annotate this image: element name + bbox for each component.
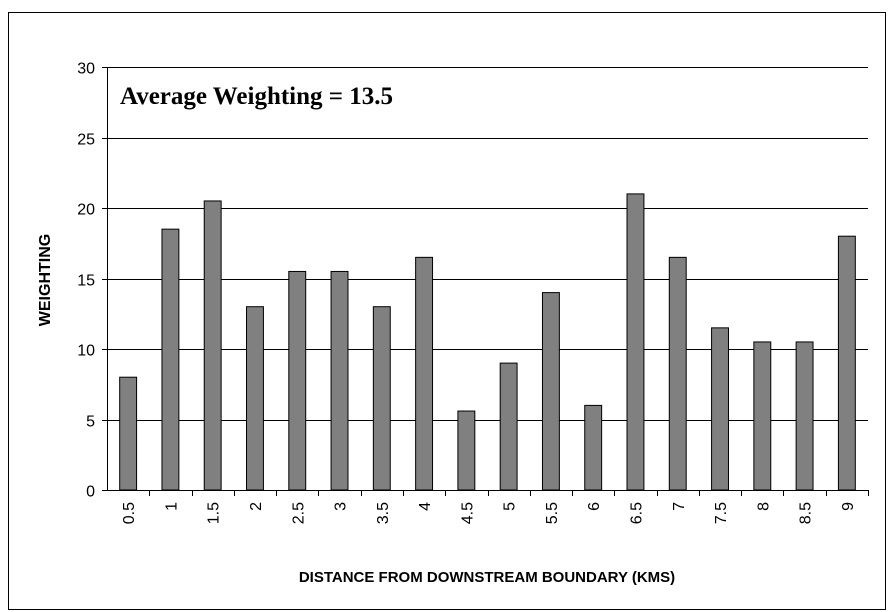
bar [668, 256, 687, 491]
bar [626, 193, 645, 491]
x-tick-label: 3.5 [375, 502, 392, 524]
x-tick-label: 4.5 [459, 502, 476, 524]
y-tick-label: 30 [77, 61, 95, 78]
bar [795, 341, 814, 491]
chart-border [8, 12, 886, 610]
y-tick-label: 10 [77, 343, 95, 360]
x-tick-label: 5.5 [544, 502, 561, 524]
x-tick-label: 6 [586, 502, 603, 511]
x-tick-label: 1 [163, 502, 180, 511]
x-tick-label: 9 [840, 502, 857, 511]
x-tick-label: 4 [417, 502, 434, 511]
bar [711, 327, 729, 491]
x-tick-label: 2.5 [290, 502, 307, 524]
y-tick-label: 15 [77, 273, 95, 290]
x-axis-label: DISTANCE FROM DOWNSTREAM BOUNDARY (KMS) [299, 569, 675, 586]
x-tick-label: 1.5 [206, 502, 223, 524]
bar [753, 341, 772, 491]
y-tick-label: 0 [86, 484, 95, 501]
x-tick-label: 6.5 [628, 502, 645, 524]
x-tick-label: 7 [671, 502, 688, 511]
x-tick-label: 7.5 [713, 502, 730, 524]
x-tick-label: 3 [333, 502, 350, 511]
bar [457, 410, 476, 491]
bar [415, 256, 434, 491]
bar [330, 270, 349, 491]
x-tick-label: 8.5 [798, 502, 815, 524]
bar [372, 306, 391, 491]
bar [288, 270, 307, 491]
bar [203, 200, 222, 491]
annotation: Average Weighting = 13.5 [120, 83, 393, 110]
x-tick-label: 0.5 [121, 502, 138, 524]
bar [837, 235, 856, 491]
x-tick-label: 8 [755, 502, 772, 511]
bar [541, 292, 560, 491]
bar [246, 306, 264, 491]
y-tick-label: 20 [77, 202, 95, 219]
y-tick-label: 5 [86, 414, 95, 431]
y-axis-label: WEIGHTING [37, 234, 54, 326]
y-tick-label: 25 [77, 132, 95, 149]
bar [161, 228, 180, 491]
x-tick-label: 2 [248, 502, 265, 511]
x-tick-label: 5 [502, 502, 519, 511]
bar [119, 376, 138, 491]
bar [584, 404, 603, 491]
bar [499, 362, 518, 491]
